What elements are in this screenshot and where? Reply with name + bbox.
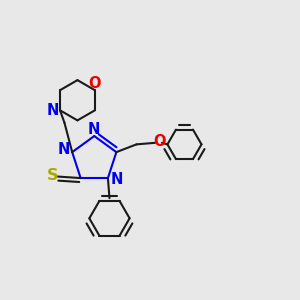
Text: S: S bbox=[47, 168, 58, 183]
Text: N: N bbox=[110, 172, 123, 187]
Text: O: O bbox=[88, 76, 101, 91]
Text: N: N bbox=[47, 103, 59, 118]
Text: N: N bbox=[57, 142, 70, 157]
Text: O: O bbox=[153, 134, 165, 149]
Text: N: N bbox=[88, 122, 100, 137]
